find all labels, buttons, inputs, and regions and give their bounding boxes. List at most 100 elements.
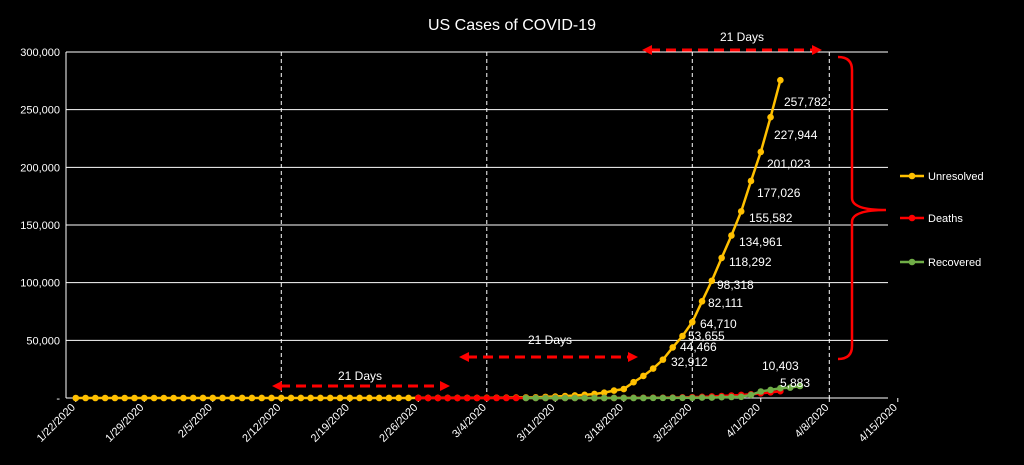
data-point-unresolved	[307, 394, 314, 402]
point-label: 5,883	[780, 376, 810, 390]
data-point-unresolved	[82, 394, 89, 402]
data-point-unresolved	[366, 394, 373, 402]
data-point-unresolved	[688, 318, 696, 326]
annotations: 257,782 227,944 201,023 177,026 155,582 134,9…	[272, 30, 887, 391]
curly-brace	[837, 55, 887, 361]
data-point-unresolved	[620, 385, 628, 393]
data-point-unresolved	[767, 113, 774, 121]
data-point-recovered	[522, 394, 530, 402]
data-point-recovered	[767, 386, 774, 394]
arrow-head-right	[812, 45, 822, 55]
data-point-recovered	[620, 394, 628, 402]
data-point-unresolved	[326, 394, 334, 402]
data-point-recovered	[581, 394, 588, 402]
y-tick-label: 200,000	[20, 162, 60, 174]
data-point-deaths	[424, 394, 432, 402]
data-point-unresolved	[757, 148, 765, 156]
data-point-unresolved	[737, 208, 745, 215]
data-point-recovered	[591, 394, 598, 402]
data-point-deaths	[503, 394, 510, 402]
point-label: 64,710	[700, 317, 737, 331]
data-point-unresolved	[268, 394, 275, 402]
data-point-unresolved	[640, 372, 647, 380]
data-point-unresolved	[669, 344, 677, 351]
data-point-unresolved	[170, 394, 177, 402]
legend-marker	[908, 258, 916, 266]
annotation-label: 21 Days	[528, 333, 572, 347]
data-point-recovered	[757, 388, 765, 395]
point-label: 257,782	[784, 95, 828, 109]
data-point-unresolved	[747, 177, 755, 185]
data-point-recovered	[796, 382, 804, 390]
point-label: 44,466	[680, 340, 717, 354]
data-point-recovered	[786, 384, 794, 391]
data-point-recovered	[551, 394, 559, 402]
data-point-recovered	[747, 391, 755, 399]
data-point-recovered	[679, 394, 686, 402]
data-point-recovered	[669, 394, 677, 402]
data-point-unresolved	[209, 394, 217, 402]
data-point-unresolved	[336, 394, 344, 402]
annotation-label: 21 Days	[720, 30, 764, 44]
point-label: 98,318	[717, 278, 754, 292]
chart-title: US Cases of COVID-19	[428, 17, 596, 34]
data-point-unresolved	[297, 394, 305, 402]
data-point-unresolved	[698, 298, 706, 305]
y-tick-label: 250,000	[20, 105, 60, 117]
legend-entry: Unresolved	[928, 171, 984, 183]
point-label: 10,403	[762, 359, 799, 373]
data-point-deaths	[473, 394, 481, 402]
data-point-unresolved	[630, 378, 637, 386]
data-point-unresolved	[287, 394, 295, 402]
data-point-recovered	[688, 394, 696, 402]
data-point-recovered	[640, 394, 647, 402]
arrow-head-right	[628, 352, 638, 362]
data-point-unresolved	[346, 394, 354, 402]
data-point-recovered	[610, 394, 618, 402]
data-point-unresolved	[385, 394, 393, 402]
data-point-recovered	[698, 394, 706, 401]
legend-marker	[908, 172, 916, 180]
data-point-unresolved	[395, 394, 403, 402]
data-point-deaths	[493, 394, 500, 402]
data-point-deaths	[454, 394, 461, 402]
point-label: 82,111	[708, 296, 743, 310]
data-point-unresolved	[679, 332, 686, 340]
data-point-unresolved	[92, 394, 99, 402]
arrow-head-left	[642, 45, 652, 55]
data-point-unresolved	[140, 394, 148, 402]
gridlines: - 50,000 100,000 150,000 200,000 250,000 300,0…	[20, 47, 888, 405]
data-point-unresolved	[101, 394, 109, 402]
y-tick-label: 50,000	[26, 335, 60, 347]
data-point-deaths	[444, 394, 451, 402]
data-point-unresolved	[649, 365, 657, 372]
data-point-deaths	[483, 394, 491, 402]
data-point-recovered	[600, 394, 608, 402]
arrow-head-right	[440, 381, 450, 391]
data-point-deaths	[414, 394, 422, 402]
data-point-recovered	[561, 394, 569, 402]
data-point-unresolved	[238, 394, 246, 402]
point-label: 32,912	[671, 355, 708, 369]
y-tick-label: 150,000	[20, 220, 60, 232]
point-label: 177,026	[757, 186, 801, 200]
data-point-deaths	[512, 394, 520, 402]
arrow-head-left	[459, 352, 469, 362]
data-point-unresolved	[72, 394, 80, 402]
data-point-unresolved	[180, 394, 187, 402]
data-point-unresolved	[199, 394, 207, 402]
legend: Unresolved Deaths Recovered	[900, 171, 984, 269]
data-point-unresolved	[150, 394, 158, 402]
point-label: 155,582	[749, 211, 793, 225]
data-point-unresolved	[131, 394, 138, 402]
data-point-recovered	[718, 393, 725, 401]
legend-marker	[908, 214, 916, 222]
reference-lines	[280, 52, 830, 398]
point-label: 118,292	[729, 255, 772, 269]
data-point-unresolved	[728, 232, 735, 239]
data-point-unresolved	[189, 394, 197, 402]
point-label: 201,023	[767, 157, 811, 171]
data-point-unresolved	[277, 394, 285, 402]
